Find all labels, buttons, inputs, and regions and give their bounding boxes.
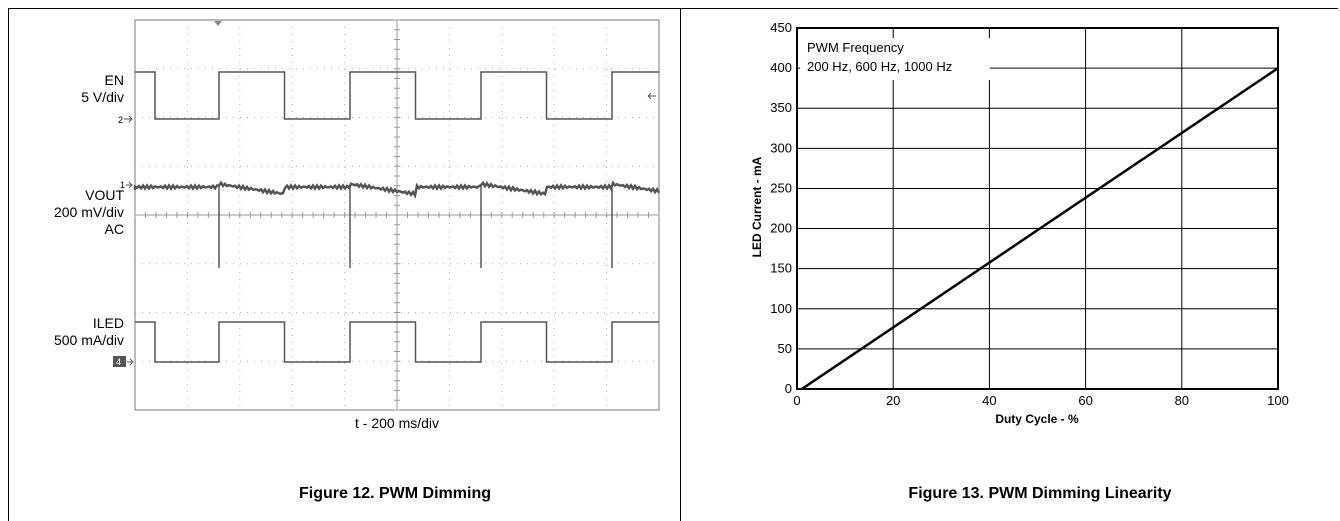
x-tick-label: 40 xyxy=(982,393,996,408)
y-tick-label: 150 xyxy=(770,261,792,276)
x-tick-label: 60 xyxy=(1078,393,1092,408)
series-led-current-line xyxy=(801,67,1279,391)
trigger-level-arrow xyxy=(647,92,656,100)
scope-x-axis-label: t - 200 ms/div xyxy=(355,415,439,431)
scope-chart: 2 1 4 t - 200 ms/div xyxy=(113,19,661,431)
left-rule xyxy=(8,8,9,521)
scope-grid xyxy=(124,19,660,411)
marker-ch4: 4 xyxy=(116,357,121,367)
series-en-trace xyxy=(135,71,659,120)
scope-traces xyxy=(133,71,661,363)
channel-label-vout: VOUT 200 mV/div AC xyxy=(53,187,124,237)
marker-ch4-box xyxy=(113,356,126,367)
linearity-grid xyxy=(796,27,1279,390)
trigger-marker xyxy=(214,21,222,26)
linearity-border xyxy=(796,27,1279,390)
annotation-line-2: 200 Hz, 600 Hz, 1000 Hz xyxy=(807,59,952,74)
figure-13-caption: Figure 13. PWM Dimming Linearity xyxy=(908,485,1172,502)
linearity-chart: 0 20 40 60 80 100050100150200250300350400450 … xyxy=(750,20,1289,426)
x-tick-label: 0 xyxy=(793,393,800,408)
marker-ch4-arrow xyxy=(127,358,134,366)
figure-12-caption: Figure 12. PWM Dimming xyxy=(298,485,491,502)
marker-ch2-arrow xyxy=(124,115,133,123)
y-tick-label: 0 xyxy=(785,381,792,396)
marker-ch2: 2 xyxy=(118,115,123,125)
annotation-box xyxy=(800,38,990,80)
marker-ch1-arrow xyxy=(126,181,133,189)
linearity-series xyxy=(801,67,1279,391)
x-tick-label: 100 xyxy=(1267,393,1289,408)
channel-label-iled: ILED 500 mA/div xyxy=(53,315,124,348)
series-iled-trace xyxy=(135,321,659,363)
y-tick-label: 50 xyxy=(778,341,792,356)
y-tick-label: 350 xyxy=(770,100,792,115)
linearity-ticks: 0 20 40 60 80 100 0 50 100 150 200 250 300 350 400 450 xyxy=(770,20,1289,408)
channel-label-en: EN 5 V/div xyxy=(81,72,124,105)
y-tick-label: 200 xyxy=(770,221,792,236)
y-tick-label: 100 xyxy=(770,301,792,316)
x-tick-label: 80 xyxy=(1175,393,1189,408)
y-tick-label: 300 xyxy=(770,140,792,155)
y-tick-label: 250 xyxy=(770,180,792,195)
marker-ch1: 1 xyxy=(120,180,125,190)
x-tick-label: 20 xyxy=(886,393,900,408)
series-vout-trace xyxy=(133,180,661,200)
annotation-line-1: PWM Frequency xyxy=(807,40,904,55)
y-axis-label: LED Current - mA xyxy=(750,156,764,257)
y-tick-label: 400 xyxy=(770,60,792,75)
x-axis-label: Duty Cycle - % xyxy=(995,412,1079,426)
divider-rule xyxy=(680,8,681,521)
top-rule xyxy=(8,8,1338,9)
y-tick-label: 450 xyxy=(770,20,792,35)
